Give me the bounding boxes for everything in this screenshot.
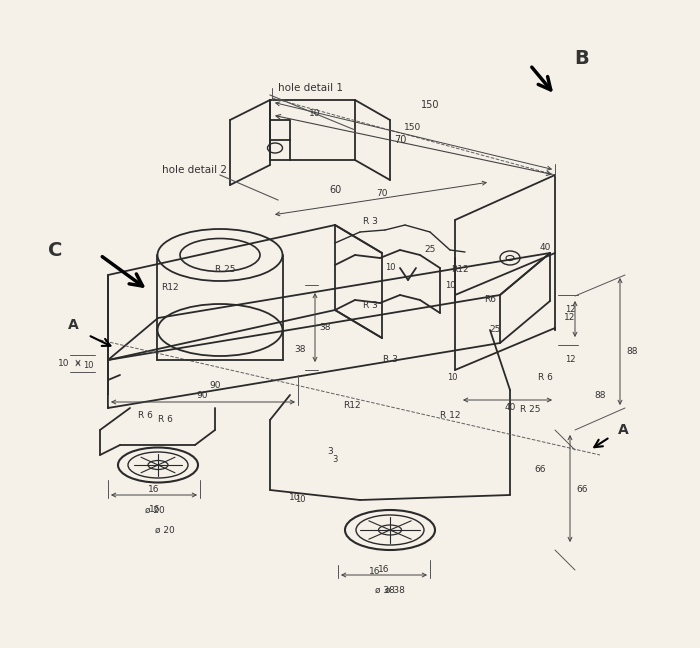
Text: 16: 16 (149, 505, 161, 515)
Text: B: B (575, 49, 589, 67)
Text: 10: 10 (58, 360, 70, 369)
Text: 70: 70 (394, 135, 406, 145)
Text: hole detail 2: hole detail 2 (162, 165, 228, 175)
Text: 16: 16 (148, 485, 160, 494)
Text: 10: 10 (295, 496, 305, 505)
Text: 70: 70 (377, 189, 388, 198)
Text: 150: 150 (405, 124, 421, 132)
Text: R 25: R 25 (215, 266, 235, 275)
Text: 25: 25 (424, 246, 435, 255)
Text: 25: 25 (489, 325, 500, 334)
Text: R 3: R 3 (363, 218, 377, 227)
Text: 88: 88 (594, 391, 606, 400)
Text: R 25: R 25 (519, 406, 540, 415)
Text: R12: R12 (452, 266, 469, 275)
Text: C: C (48, 240, 62, 259)
Text: R 6: R 6 (158, 415, 172, 424)
Text: ø 20: ø 20 (145, 505, 165, 515)
Text: 88: 88 (626, 347, 638, 356)
Text: R 3: R 3 (383, 356, 398, 364)
Text: 10: 10 (447, 373, 457, 382)
Text: 60: 60 (329, 185, 341, 195)
Text: R6: R6 (484, 295, 496, 305)
Text: 90: 90 (209, 380, 220, 389)
Text: 16: 16 (378, 566, 390, 575)
Text: R 3: R 3 (363, 301, 377, 310)
Text: A: A (617, 423, 629, 437)
Text: 12: 12 (565, 356, 575, 364)
Text: R 6: R 6 (138, 410, 153, 419)
Text: 16: 16 (370, 568, 381, 577)
Text: 40: 40 (504, 404, 516, 413)
Text: ø 20: ø 20 (155, 526, 175, 535)
Text: 10: 10 (309, 108, 321, 117)
Text: 12: 12 (564, 314, 575, 323)
Text: 12: 12 (565, 305, 575, 314)
Text: 3: 3 (327, 448, 333, 456)
Text: 66: 66 (576, 485, 588, 494)
Text: 3: 3 (332, 456, 337, 465)
Text: 10: 10 (83, 360, 93, 369)
Text: ø 38: ø 38 (385, 586, 405, 594)
Text: 150: 150 (421, 100, 440, 110)
Text: R12: R12 (343, 400, 360, 410)
Text: 10: 10 (385, 264, 396, 273)
Text: R 6: R 6 (538, 373, 552, 382)
Text: R 12: R 12 (440, 410, 461, 419)
Text: 90: 90 (196, 391, 208, 400)
Text: hole detail 1: hole detail 1 (277, 83, 342, 93)
Text: 66: 66 (534, 465, 546, 474)
Text: ø 38: ø 38 (375, 586, 395, 594)
Text: 10: 10 (289, 494, 301, 502)
Text: 40: 40 (539, 244, 551, 253)
Text: R12: R12 (161, 284, 178, 292)
Text: 38: 38 (294, 345, 306, 354)
Text: A: A (68, 318, 78, 332)
Text: 38: 38 (319, 323, 330, 332)
Text: 10: 10 (444, 281, 455, 290)
